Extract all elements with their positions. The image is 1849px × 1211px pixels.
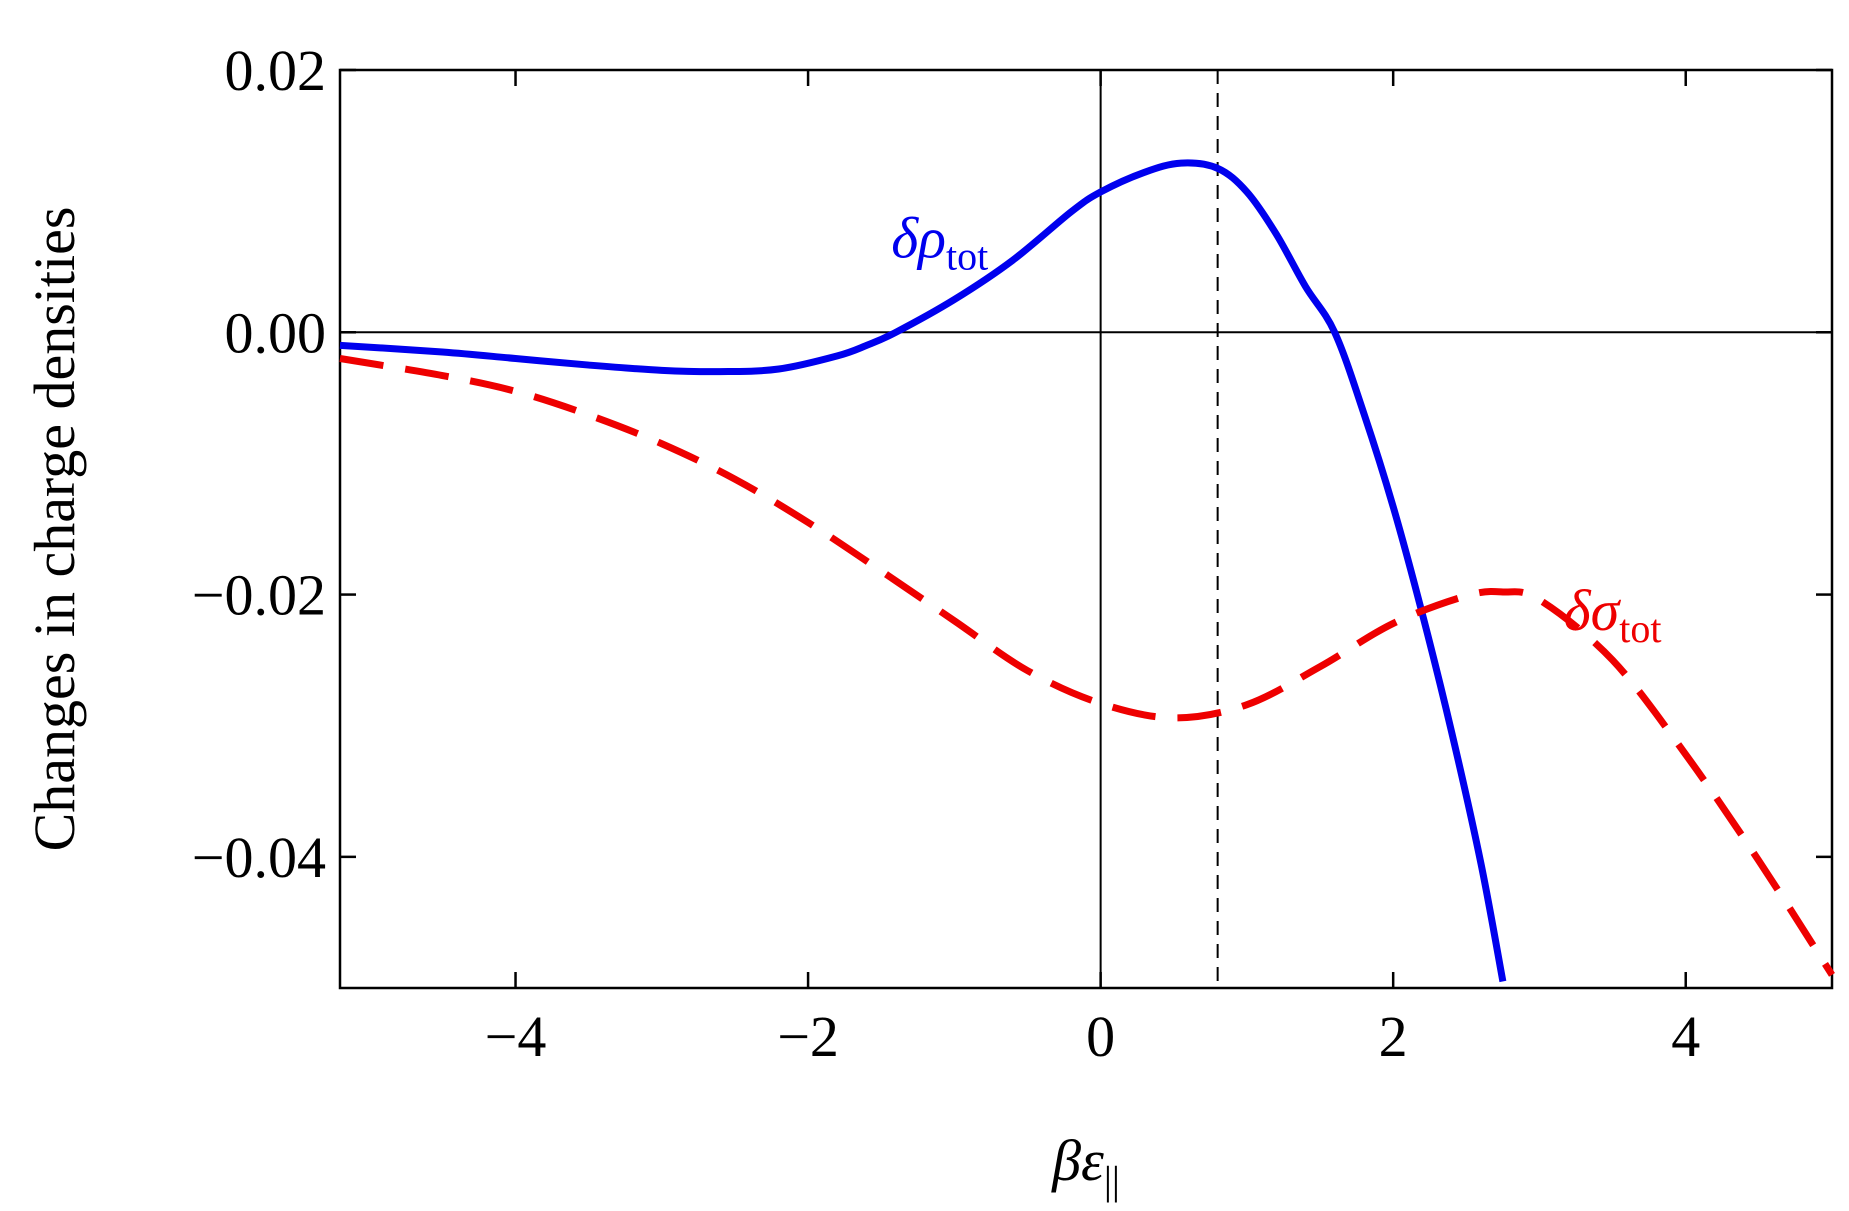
series-delta-sigma-line	[339, 355, 1835, 977]
series-label-delta-rho-subscript: tot	[946, 234, 988, 279]
axis-ticks	[340, 68, 1832, 988]
reference-lines	[340, 70, 1832, 988]
series-label-delta-rho-main: δρ	[891, 206, 946, 271]
series-lines	[339, 159, 1835, 983]
tick-labels: −4 −2 0 2 4 0.02 0.00 −0.02 −0.04	[192, 38, 1700, 1069]
plot-area	[338, 68, 1835, 990]
y-tick-label: 0.02	[225, 38, 327, 103]
series-label-delta-sigma-subscript: tot	[1619, 606, 1661, 651]
y-tick-label: −0.04	[192, 825, 326, 890]
series-label-delta-sigma-main: δσ	[1564, 578, 1622, 643]
plot-frame	[338, 68, 1834, 990]
x-axis-label-main: βε	[1051, 1128, 1104, 1193]
x-tick-label: −4	[485, 1004, 547, 1069]
series-label-delta-rho: δρtot	[891, 206, 988, 279]
y-tick-label: 0.00	[225, 300, 327, 365]
x-tick-label: −2	[777, 1004, 839, 1069]
x-tick-label: 4	[1671, 1004, 1700, 1069]
x-tick-label: 2	[1379, 1004, 1408, 1069]
x-axis-label: βε||	[1051, 1128, 1120, 1203]
x-tick-label: 0	[1086, 1004, 1115, 1069]
y-axis-label: Changes in charge densities	[22, 207, 87, 852]
y-tick-label: −0.02	[192, 563, 326, 628]
x-axis-label-subscript: ||	[1104, 1158, 1120, 1203]
series-delta-rho-line	[339, 159, 1507, 983]
series-label-delta-sigma: δσtot	[1564, 578, 1662, 651]
